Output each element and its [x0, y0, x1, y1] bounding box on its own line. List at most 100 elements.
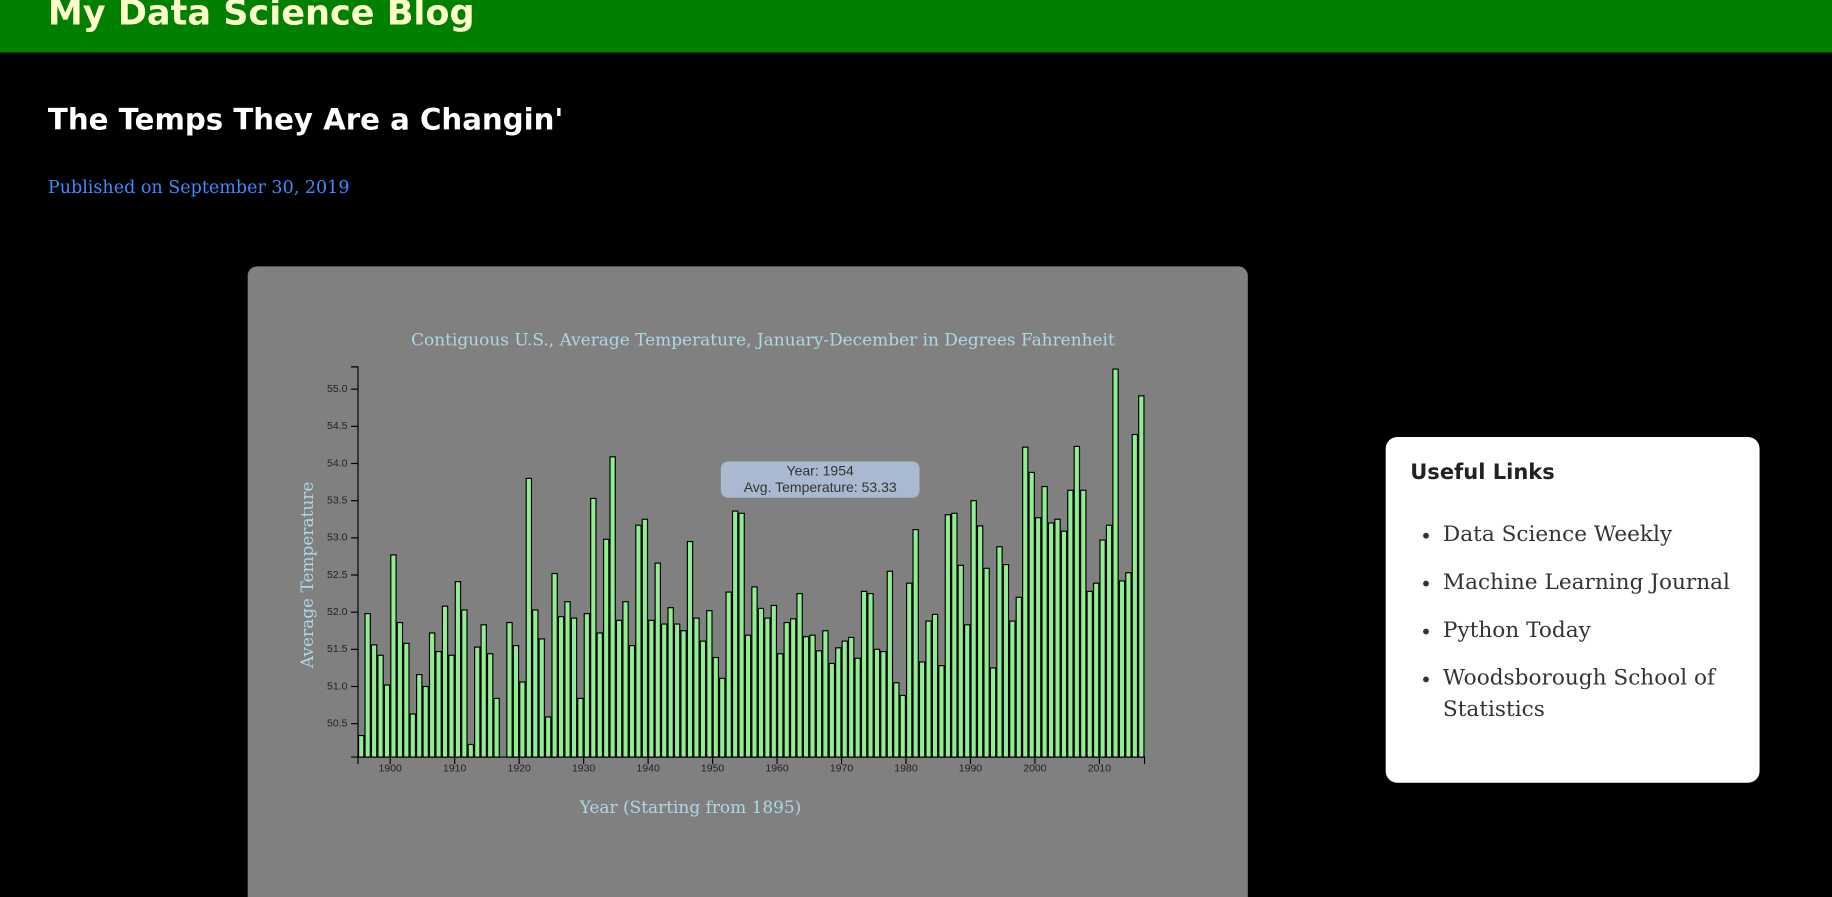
sidebar-link[interactable]: Python Today [1443, 615, 1737, 647]
bar [1060, 530, 1068, 758]
bar [841, 640, 848, 758]
bar [409, 713, 417, 758]
bar [1015, 596, 1023, 758]
bar [738, 512, 745, 758]
bar [461, 609, 468, 758]
y-tick-label: 54.5 [327, 420, 348, 432]
bar [480, 624, 487, 758]
bar [777, 653, 784, 758]
bar [654, 562, 662, 758]
chart: Contiguous U.S., Average Temperature, Ja… [297, 330, 1146, 817]
y-axis-line [350, 366, 359, 758]
x-tick-label: 1960 [765, 763, 789, 775]
bar [686, 540, 694, 758]
bar [357, 734, 365, 758]
site-title[interactable]: My Data Science Blog [47, 0, 475, 34]
bar [390, 554, 397, 758]
x-tick-label: 1900 [379, 763, 403, 775]
bar [622, 601, 629, 758]
bar [725, 591, 732, 758]
bar [809, 634, 816, 758]
bar [1125, 572, 1132, 758]
bar [712, 656, 720, 758]
bar [918, 661, 926, 758]
bar [899, 694, 906, 758]
chart-panel: Contiguous U.S., Average Temperature, Ja… [247, 266, 1248, 897]
bar [635, 524, 642, 758]
sidebar-title: Useful Links [1410, 460, 1555, 485]
bar [1041, 485, 1048, 758]
sidebar-link[interactable]: Machine Learning Journal [1443, 567, 1737, 599]
bar [1118, 580, 1126, 758]
bar [467, 743, 475, 758]
bar [783, 621, 790, 758]
bar [641, 518, 649, 758]
bar [1067, 489, 1074, 758]
bar [570, 617, 578, 758]
bar [441, 605, 449, 758]
bar [370, 644, 378, 758]
bar [964, 624, 971, 758]
link-list: Data Science Weekly Machine Learning Jour… [1410, 519, 1737, 742]
bar [1034, 517, 1042, 758]
bar [912, 529, 919, 758]
bar [1086, 590, 1093, 758]
bar [925, 620, 932, 758]
bar [789, 618, 797, 758]
bar [944, 514, 952, 758]
bar [905, 582, 913, 758]
bar [880, 650, 887, 758]
bar [583, 613, 591, 758]
bar [551, 572, 558, 758]
plot-area: 50.5 51.0 51.5 52.0 52.5 53.0 53.5 54.0 54.5 55.0… [327, 366, 1146, 775]
bar [519, 681, 526, 758]
bar [609, 456, 616, 758]
bar [731, 510, 739, 758]
bar [1138, 395, 1145, 758]
bar [557, 616, 565, 758]
bar [835, 647, 842, 758]
bar [770, 604, 778, 758]
y-axis-label: Average Temperature [297, 482, 317, 670]
bar [1092, 582, 1100, 758]
y-tick-label: 55.0 [327, 383, 348, 395]
bar [1099, 539, 1106, 758]
bar [938, 665, 945, 758]
y-tick-label: 52.0 [327, 606, 348, 618]
bar [931, 613, 939, 758]
bar [996, 546, 1003, 758]
bar [744, 634, 752, 758]
bar [474, 646, 481, 758]
bar [847, 636, 855, 758]
bar [590, 497, 597, 758]
bar [364, 613, 371, 758]
bar [493, 697, 500, 758]
bar [751, 586, 758, 758]
x-tick-label: 1910 [443, 763, 467, 775]
bar [673, 623, 681, 758]
bar [1073, 445, 1081, 758]
sidebar-link[interactable]: Data Science Weekly [1443, 519, 1737, 551]
y-tick-label: 52.5 [327, 569, 348, 581]
bar [377, 654, 384, 758]
bar [628, 645, 636, 758]
x-tick-label: 1950 [701, 763, 725, 775]
bar [828, 662, 836, 758]
x-tick-label: 1930 [572, 763, 596, 775]
bar [512, 645, 520, 758]
bar [693, 617, 700, 758]
bar [802, 636, 810, 758]
x-tick-label: 2000 [1023, 763, 1047, 775]
chart-title: Contiguous U.S., Average Temperature, Ja… [411, 330, 1115, 350]
x-axis-label: Year (Starting from 1895) [579, 797, 802, 817]
bar [764, 617, 771, 758]
bar [615, 619, 623, 758]
bar [815, 650, 823, 758]
bar [1022, 446, 1029, 758]
bar [648, 619, 655, 758]
sidebar-link[interactable]: Woodsborough School of Statistics [1443, 662, 1737, 725]
bar [706, 610, 713, 758]
x-tick-label: 1980 [894, 763, 918, 775]
bar [989, 667, 997, 758]
